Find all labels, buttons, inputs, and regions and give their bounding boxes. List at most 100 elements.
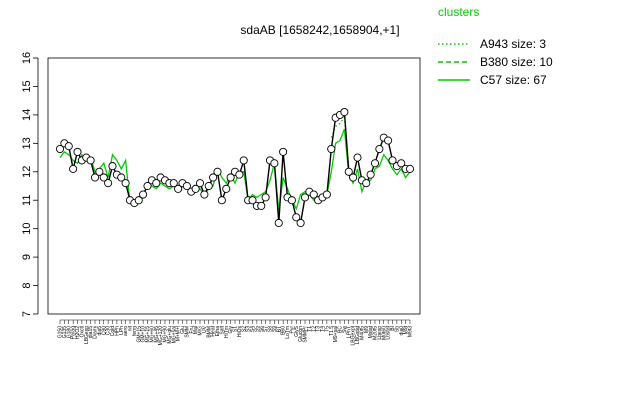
x-tick-label: M9 bbox=[364, 326, 370, 333]
probe-point bbox=[296, 218, 305, 228]
legend: clusters A943 size: 3 B380 size: 10 C57 si… bbox=[438, 5, 553, 87]
x-tick-label: BC bbox=[338, 326, 344, 333]
y-tick-label: 11 bbox=[21, 195, 33, 206]
probe-point bbox=[121, 179, 130, 188]
x-tick-label: B60 bbox=[281, 326, 287, 335]
probe-point bbox=[384, 136, 393, 145]
x-tick-label: M/G bbox=[198, 326, 204, 336]
x-tick-label: M9t3 bbox=[408, 326, 414, 337]
y-tick-label: 10 bbox=[21, 223, 33, 235]
probe-point bbox=[55, 144, 65, 154]
x-tick-label: LoTm bbox=[285, 326, 291, 339]
probe-point bbox=[349, 173, 358, 182]
x-tick-label: HiOs bbox=[237, 326, 243, 338]
x-tick-label: T5 bbox=[324, 326, 330, 332]
probe-point bbox=[344, 167, 353, 176]
probe-point bbox=[292, 213, 301, 222]
x-tick-label: M+M+l bbox=[176, 326, 182, 341]
probe-point bbox=[108, 162, 117, 171]
x-tick-label: LBGexp bbox=[84, 326, 90, 344]
x-tick-label: Mal bbox=[193, 326, 199, 334]
x-tick-label: S3 bbox=[246, 326, 252, 332]
probe-point bbox=[274, 218, 283, 228]
x-tick-label: MG+90 bbox=[163, 326, 169, 343]
probe-point bbox=[226, 173, 235, 182]
x-axis: G150G135G180ParaqH2O2OxctlLBGexpdia15Dia… bbox=[58, 319, 414, 345]
y-axis: 7 8 9 10 11 12 13 14 15 16 bbox=[21, 52, 39, 317]
probe-point bbox=[239, 156, 248, 165]
x-tick-label: Lbstat bbox=[386, 325, 392, 339]
x-tick-label: dia5 bbox=[97, 326, 103, 336]
x-tick-label: C90 bbox=[101, 326, 107, 335]
x-tick-label: Gly bbox=[228, 326, 234, 334]
y-tick-label: 14 bbox=[21, 109, 33, 121]
x-tick-label: UV bbox=[202, 325, 208, 333]
probe-point bbox=[370, 159, 380, 168]
x-tick-label: S7 bbox=[263, 326, 269, 332]
x-tick-label: HPh bbox=[114, 326, 120, 336]
x-tick-label: S4 bbox=[250, 326, 256, 332]
x-tick-label: M9+sal bbox=[333, 326, 339, 342]
probe-point bbox=[322, 190, 331, 199]
probe-point bbox=[143, 181, 152, 191]
probe-point bbox=[191, 184, 200, 193]
y-tick-label: 16 bbox=[21, 52, 33, 64]
x-tick-label: Salt bbox=[219, 325, 225, 334]
x-tick-label: Etha bbox=[215, 326, 221, 337]
x-tick-label: MG+60 bbox=[149, 326, 155, 343]
x-tick-label: S5 bbox=[254, 326, 260, 332]
x-tick-label: BMM bbox=[206, 326, 212, 338]
x-tick-label: Lbexp bbox=[377, 326, 383, 340]
y-tick-label: 12 bbox=[21, 166, 33, 178]
x-tick-label: aero bbox=[123, 326, 129, 336]
probe-point bbox=[117, 173, 126, 182]
legend-entry-label: A943 size: 3 bbox=[480, 37, 546, 51]
probe-point bbox=[195, 179, 205, 188]
probe-point bbox=[99, 173, 108, 182]
probe-point bbox=[209, 173, 218, 182]
probe-point bbox=[169, 179, 178, 188]
x-tick-label: Heat bbox=[211, 325, 217, 336]
x-tick-label: GlyS bbox=[294, 325, 300, 337]
x-tick-label: nit bbox=[128, 325, 134, 331]
probe-point bbox=[366, 170, 375, 179]
probe-point bbox=[64, 142, 73, 151]
probe-point bbox=[375, 144, 384, 154]
probe-point bbox=[388, 156, 397, 165]
x-tick-label: T4 bbox=[320, 326, 326, 332]
legend-title: clusters bbox=[438, 5, 479, 19]
x-tick-label: GM+15 bbox=[136, 326, 142, 343]
probe-point bbox=[362, 179, 371, 188]
probe-point bbox=[327, 144, 336, 154]
x-tick-label: Cold bbox=[110, 326, 116, 337]
x-tick-label: G150 bbox=[58, 326, 64, 338]
legend-entry-label: B380 size: 10 bbox=[480, 55, 553, 69]
probe-point bbox=[69, 164, 78, 173]
x-tick-label: T1 bbox=[307, 326, 313, 332]
probe-point bbox=[257, 201, 266, 210]
y-tick-label: 13 bbox=[21, 137, 33, 149]
x-tick-label: ferm bbox=[132, 326, 138, 336]
x-tick-label: MG+45 bbox=[154, 326, 160, 343]
probe-point bbox=[217, 196, 226, 205]
x-tick-label: MG+15 bbox=[145, 326, 151, 343]
x-tick-label: dia15 bbox=[88, 326, 94, 338]
probe-point bbox=[235, 170, 244, 179]
probe-point bbox=[270, 159, 279, 168]
probe-point bbox=[90, 173, 100, 182]
probe-point bbox=[213, 167, 222, 176]
probe-point bbox=[73, 147, 82, 156]
probe-point bbox=[340, 107, 349, 117]
y-tick-label: 9 bbox=[21, 254, 33, 260]
x-tick-label: Glucon bbox=[298, 326, 304, 342]
x-tick-label: Glu bbox=[180, 326, 186, 334]
x-tick-label: MG+sal bbox=[171, 326, 177, 343]
x-tick-label: LPh bbox=[119, 326, 125, 335]
probe-point bbox=[104, 179, 113, 188]
probe-point bbox=[139, 190, 148, 199]
y-tick-label: 15 bbox=[21, 80, 33, 92]
probe-point bbox=[222, 184, 231, 193]
x-tick-label: C30 bbox=[106, 326, 112, 335]
x-tick-label: HiTm bbox=[224, 326, 230, 338]
